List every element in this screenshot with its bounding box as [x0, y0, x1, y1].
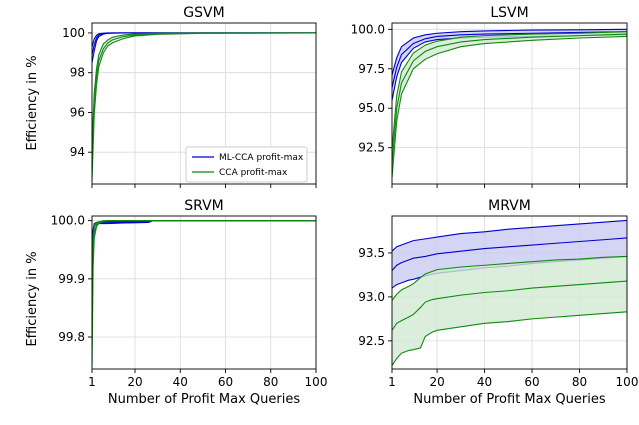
y-tick-label: 100.0 [351, 22, 385, 36]
y-tick-label: 96 [70, 105, 85, 119]
plot-area [92, 220, 316, 367]
x-axis-label: Number of Profit Max Queries [413, 392, 605, 407]
x-tick-label: 1 [88, 375, 96, 389]
line-ml-cca-profit-max-upper [92, 220, 316, 253]
line-cca-profit-max-lower [92, 220, 316, 367]
plot-area [392, 28, 627, 178]
panel-title: LSVM [490, 5, 528, 21]
y-tick-label: 92.5 [358, 334, 385, 348]
line-ml-cca-profit-max-mean [392, 237, 627, 271]
line-cca-profit-max-mean [92, 32, 316, 161]
x-tick-label: 100 [305, 375, 328, 389]
x-axis-label: Number of Profit Max Queries [108, 392, 300, 407]
panel-srvm: 1 20 40 60 80 100 99.8 99.9 100.0 SRVM Number of P… [51, 198, 328, 407]
y-axis-label-bottom: Efficiency in % [25, 251, 40, 346]
legend: ML-CCA profit-max CCA profit-max [185, 146, 308, 183]
line-ml-cca-profit-max-upper [392, 28, 627, 76]
axes-frame [391, 215, 628, 370]
line-cca-profit-max-lower [392, 35, 627, 178]
line-ml-cca-profit-max-mean [392, 31, 627, 88]
x-tick-label: 100 [616, 375, 639, 389]
x-tick-label: 20 [429, 375, 444, 389]
line-cca-profit-max-upper [392, 255, 627, 301]
band-cca-profit-max [392, 256, 627, 366]
line-cca-profit-max-mean [392, 280, 627, 331]
y-tick-label: 99.8 [58, 330, 85, 344]
y-tick-label: 93.0 [358, 290, 385, 304]
band-cca-profit-max [92, 220, 316, 367]
band-cca-profit-max [392, 31, 627, 178]
x-tick-label: 20 [127, 375, 142, 389]
panel-title: MRVM [488, 198, 531, 214]
y-tick-label: 98 [70, 66, 85, 80]
x-tick-label: 60 [524, 375, 539, 389]
x-tick-label: 80 [572, 375, 587, 389]
x-tick-label: 80 [263, 375, 278, 389]
panel-gsvm: 94 96 98 100 GSVM [62, 5, 317, 188]
y-axis-label-top: Efficiency in % [25, 55, 40, 150]
line-ml-cca-profit-max-mean [92, 220, 316, 262]
panel-mrvm: 1 20 40 60 80 100 92.5 93.0 93.5 MRVM Number of Pr… [358, 198, 638, 407]
plot-area [392, 219, 627, 366]
legend-cca-label: CCA profit-max [219, 168, 288, 178]
axes-frame [91, 22, 317, 185]
y-tick-label: 94 [70, 145, 85, 159]
panel-title: GSVM [183, 5, 224, 21]
x-tick-label: 1 [388, 375, 396, 389]
band-ml-cca-profit-max [92, 220, 316, 271]
x-tick-label: 40 [173, 375, 188, 389]
axes-frame [391, 22, 628, 185]
y-tick-label: 97.5 [358, 62, 385, 76]
line-cca-profit-max-upper [92, 32, 316, 145]
line-ml-cca-profit-max-upper [392, 219, 627, 252]
line-cca-profit-max-mean [92, 220, 316, 320]
y-tick-label: 100.0 [51, 214, 85, 228]
x-tick-label: 40 [477, 375, 492, 389]
plot-area [92, 32, 316, 181]
y-tick-label: 95.0 [358, 101, 385, 115]
y-tick-label: 92.5 [358, 141, 385, 155]
panel-title: SRVM [184, 198, 224, 214]
legend-box [185, 146, 308, 183]
x-tick-label: 60 [218, 375, 233, 389]
line-ml-cca-profit-max-lower [92, 220, 316, 271]
y-tick-label: 100 [62, 26, 85, 40]
y-tick-label: 93.5 [358, 246, 385, 260]
line-cca-profit-max-upper [392, 31, 627, 150]
line-cca-profit-max-upper [92, 220, 316, 291]
panels: 94 96 98 100 GSVM 92.5 95.0 97.5 100.0 LSVM 1 20 40 6… [51, 5, 639, 407]
panel-lsvm: 92.5 95.0 97.5 100.0 LSVM [351, 5, 628, 188]
axes-frame [91, 215, 317, 370]
y-tick-label: 99.9 [58, 272, 85, 286]
line-cca-profit-max-mean [392, 33, 627, 164]
line-cca-profit-max-lower [392, 311, 627, 366]
legend-ml-cca-label: ML-CCA profit-max [219, 153, 304, 163]
